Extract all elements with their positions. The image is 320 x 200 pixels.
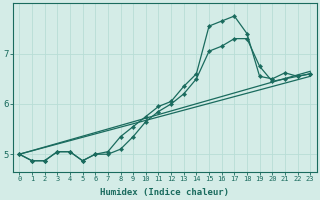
X-axis label: Humidex (Indice chaleur): Humidex (Indice chaleur) (100, 188, 229, 197)
